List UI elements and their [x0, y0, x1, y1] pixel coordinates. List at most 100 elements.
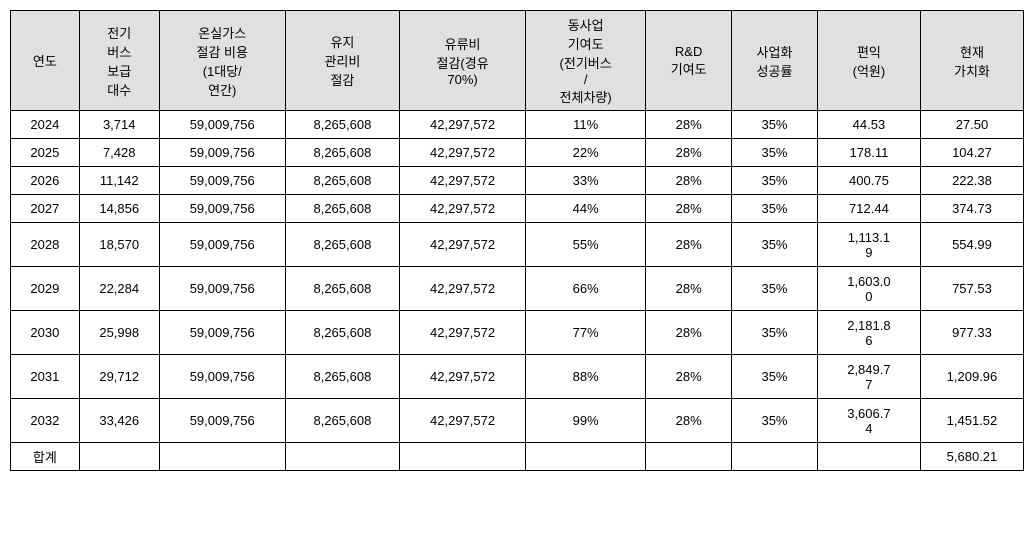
- table-cell: 222.38: [920, 167, 1023, 195]
- table-cell: 11%: [526, 111, 646, 139]
- table-cell: 35%: [732, 139, 818, 167]
- table-cell: 42,297,572: [400, 195, 526, 223]
- table-row: 202818,57059,009,7568,265,60842,297,5725…: [11, 223, 1024, 267]
- table-cell: 66%: [526, 267, 646, 311]
- table-cell: 25,998: [79, 311, 159, 355]
- table-cell: 42,297,572: [400, 399, 526, 443]
- table-cell: 35%: [732, 399, 818, 443]
- table-cell: 88%: [526, 355, 646, 399]
- table-cell: 59,009,756: [159, 223, 285, 267]
- table-cell: 1,113.19: [817, 223, 920, 267]
- header-row: 연도 전기버스보급대수 온실가스절감 비용(1대당/연간) 유지관리비절감 유류…: [11, 11, 1024, 111]
- table-cell: 2025: [11, 139, 80, 167]
- table-cell: 554.99: [920, 223, 1023, 267]
- total-label: 합계: [11, 443, 80, 471]
- table-cell: 35%: [732, 111, 818, 139]
- table-cell: 757.53: [920, 267, 1023, 311]
- table-cell: 77%: [526, 311, 646, 355]
- table-row: 203025,99859,009,7568,265,60842,297,5727…: [11, 311, 1024, 355]
- table-cell: [79, 443, 159, 471]
- table-row: 202611,14259,009,7568,265,60842,297,5723…: [11, 167, 1024, 195]
- table-cell: 42,297,572: [400, 223, 526, 267]
- table-cell: 35%: [732, 223, 818, 267]
- table-cell: [400, 443, 526, 471]
- data-table: 연도 전기버스보급대수 온실가스절감 비용(1대당/연간) 유지관리비절감 유류…: [10, 10, 1024, 471]
- table-cell: 42,297,572: [400, 111, 526, 139]
- table-cell: 28%: [646, 139, 732, 167]
- table-cell: 55%: [526, 223, 646, 267]
- col-header-success: 사업화성공률: [732, 11, 818, 111]
- table-cell: 22,284: [79, 267, 159, 311]
- table-cell: 8,265,608: [285, 311, 399, 355]
- table-cell: 33%: [526, 167, 646, 195]
- table-cell: 59,009,756: [159, 111, 285, 139]
- table-cell: 8,265,608: [285, 399, 399, 443]
- table-cell: [732, 443, 818, 471]
- table-cell: 400.75: [817, 167, 920, 195]
- table-cell: 2026: [11, 167, 80, 195]
- table-cell: 28%: [646, 167, 732, 195]
- table-cell: 1,451.52: [920, 399, 1023, 443]
- table-cell: 8,265,608: [285, 139, 399, 167]
- total-value: 5,680.21: [920, 443, 1023, 471]
- col-header-year: 연도: [11, 11, 80, 111]
- col-header-ghg-cost: 온실가스절감 비용(1대당/연간): [159, 11, 285, 111]
- table-cell: 44.53: [817, 111, 920, 139]
- table-cell: 22%: [526, 139, 646, 167]
- table-cell: 14,856: [79, 195, 159, 223]
- table-cell: 8,265,608: [285, 223, 399, 267]
- table-cell: 2027: [11, 195, 80, 223]
- table-cell: 42,297,572: [400, 139, 526, 167]
- table-cell: 2031: [11, 355, 80, 399]
- table-cell: 42,297,572: [400, 355, 526, 399]
- table-cell: 104.27: [920, 139, 1023, 167]
- table-cell: 28%: [646, 355, 732, 399]
- table-row: 202922,28459,009,7568,265,60842,297,5726…: [11, 267, 1024, 311]
- table-cell: 2028: [11, 223, 80, 267]
- table-body: 20243,71459,009,7568,265,60842,297,57211…: [11, 111, 1024, 471]
- table-cell: 28%: [646, 223, 732, 267]
- table-cell: 7,428: [79, 139, 159, 167]
- table-row: 203233,42659,009,7568,265,60842,297,5729…: [11, 399, 1024, 443]
- table-row: 203129,71259,009,7568,265,60842,297,5728…: [11, 355, 1024, 399]
- table-cell: 28%: [646, 267, 732, 311]
- table-cell: 35%: [732, 195, 818, 223]
- table-cell: 28%: [646, 195, 732, 223]
- table-total-row: 합계 5,680.21: [11, 443, 1024, 471]
- table-cell: 28%: [646, 399, 732, 443]
- table-cell: 33,426: [79, 399, 159, 443]
- table-header: 연도 전기버스보급대수 온실가스절감 비용(1대당/연간) 유지관리비절감 유류…: [11, 11, 1024, 111]
- table-row: 20257,42859,009,7568,265,60842,297,57222…: [11, 139, 1024, 167]
- table-cell: 3,606.74: [817, 399, 920, 443]
- table-cell: 3,714: [79, 111, 159, 139]
- table-cell: 35%: [732, 267, 818, 311]
- table-cell: [159, 443, 285, 471]
- table-cell: 28%: [646, 311, 732, 355]
- table-cell: 35%: [732, 311, 818, 355]
- table-cell: 44%: [526, 195, 646, 223]
- col-header-fuel: 유류비절감(경유70%): [400, 11, 526, 111]
- table-cell: 59,009,756: [159, 167, 285, 195]
- table-row: 20243,71459,009,7568,265,60842,297,57211…: [11, 111, 1024, 139]
- table-cell: 28%: [646, 111, 732, 139]
- table-cell: 35%: [732, 167, 818, 195]
- col-header-bus-count: 전기버스보급대수: [79, 11, 159, 111]
- table-cell: [285, 443, 399, 471]
- table-cell: 18,570: [79, 223, 159, 267]
- table-row: 202714,85659,009,7568,265,60842,297,5724…: [11, 195, 1024, 223]
- col-header-npv: 현재가치화: [920, 11, 1023, 111]
- col-header-maintenance: 유지관리비절감: [285, 11, 399, 111]
- table-cell: 8,265,608: [285, 267, 399, 311]
- table-cell: 59,009,756: [159, 267, 285, 311]
- table-cell: 2,849.77: [817, 355, 920, 399]
- table-cell: 59,009,756: [159, 311, 285, 355]
- table-cell: 8,265,608: [285, 355, 399, 399]
- table-cell: 1,209.96: [920, 355, 1023, 399]
- table-cell: [526, 443, 646, 471]
- table-cell: 374.73: [920, 195, 1023, 223]
- table-cell: 29,712: [79, 355, 159, 399]
- table-cell: 1,603.00: [817, 267, 920, 311]
- col-header-benefit: 편익(억원): [817, 11, 920, 111]
- col-header-contribution: 동사업기여도(전기버스/전체차량): [526, 11, 646, 111]
- table-cell: 59,009,756: [159, 399, 285, 443]
